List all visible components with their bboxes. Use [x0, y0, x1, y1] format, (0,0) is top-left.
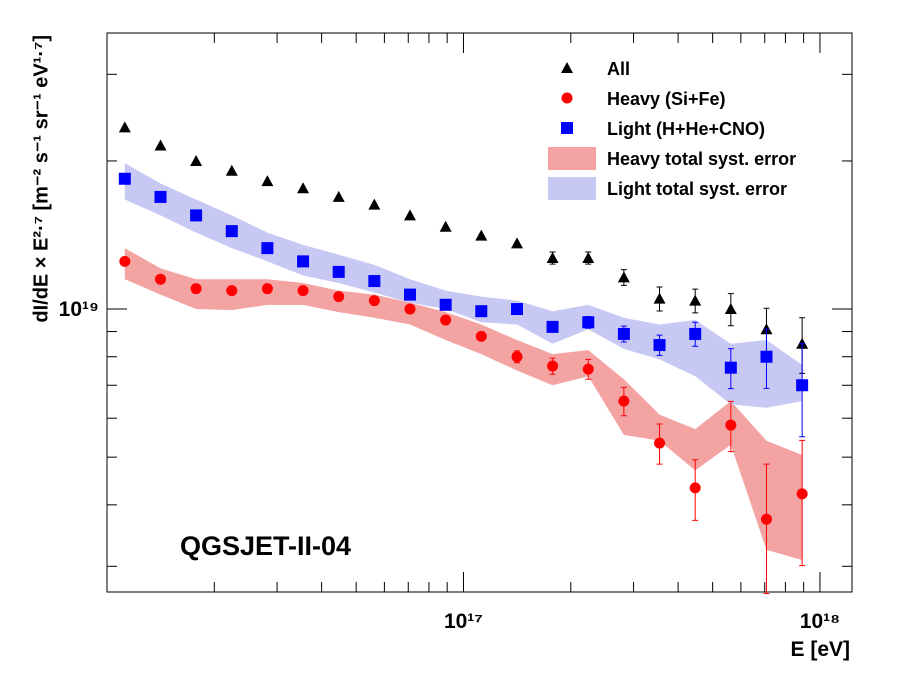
marker: [155, 273, 167, 285]
marker: [261, 242, 274, 255]
marker: [154, 139, 167, 151]
marker: [546, 251, 559, 263]
marker: [404, 303, 416, 315]
marker: [190, 209, 203, 222]
marker: [368, 198, 381, 210]
marker: [119, 255, 131, 267]
marker: [510, 303, 523, 316]
marker: [617, 271, 630, 283]
marker: [297, 182, 310, 194]
marker: [332, 190, 345, 202]
marker: [724, 361, 737, 374]
marker: [654, 437, 666, 449]
marker: [724, 303, 737, 315]
marker: [440, 314, 452, 326]
marker: [475, 305, 488, 318]
y-axis-label: dI/dE × E²·⁷ [m⁻² s⁻¹ sr⁻¹ eV¹·⁷]: [30, 35, 52, 323]
marker: [118, 172, 131, 185]
marker: [297, 285, 309, 297]
marker: [760, 513, 772, 525]
marker: [225, 164, 238, 176]
syst-band: [124, 248, 803, 560]
marker: [561, 92, 573, 104]
marker: [547, 360, 559, 372]
marker: [511, 351, 523, 363]
marker: [617, 327, 630, 340]
marker: [546, 320, 559, 333]
marker: [582, 251, 595, 263]
legend-label: Light (H+He+CNO): [607, 119, 765, 139]
marker: [297, 255, 310, 268]
marker: [190, 283, 202, 295]
marker: [760, 350, 773, 363]
marker: [333, 291, 345, 303]
marker: [796, 379, 809, 392]
marker: [190, 154, 203, 166]
marker: [475, 330, 487, 342]
marker: [653, 339, 666, 352]
marker: [561, 122, 573, 134]
plot-frame: [106, 32, 853, 593]
marker: [689, 327, 702, 340]
marker: [368, 295, 380, 307]
error-bar: [763, 463, 770, 595]
marker: [154, 190, 167, 203]
x-tick-label: 10¹⁷: [444, 610, 483, 633]
error-bar: [799, 439, 806, 567]
marker: [582, 316, 595, 329]
marker: [332, 265, 345, 278]
marker: [618, 395, 630, 407]
y-tick-label: 10¹⁹: [59, 298, 99, 321]
marker: [225, 225, 238, 238]
marker: [510, 237, 523, 249]
marker: [653, 292, 666, 304]
marker: [582, 363, 594, 375]
syst-band: [124, 163, 803, 408]
marker: [403, 209, 416, 221]
x-tick-label: 10¹⁸: [800, 610, 840, 633]
marker: [475, 229, 488, 241]
marker: [561, 62, 573, 73]
marker: [368, 275, 381, 288]
marker: [689, 294, 702, 306]
legend-label: Light total syst. error: [607, 179, 787, 199]
legend-label: Heavy total syst. error: [607, 149, 796, 169]
marker: [118, 121, 131, 133]
x-axis-label: E [eV]: [790, 638, 850, 661]
marker: [261, 175, 274, 187]
marker: [439, 220, 452, 232]
marker: [725, 419, 737, 431]
marker: [261, 283, 273, 295]
marker: [226, 285, 238, 297]
legend-label: All: [607, 59, 630, 79]
annotation: QGSJET-II-04: [180, 531, 351, 561]
marker: [689, 482, 701, 494]
legend-swatch: [548, 177, 596, 200]
marker: [403, 288, 416, 301]
marker: [796, 488, 808, 500]
marker: [439, 298, 452, 311]
legend-label: Heavy (Si+Fe): [607, 89, 726, 109]
legend-swatch: [548, 147, 596, 170]
